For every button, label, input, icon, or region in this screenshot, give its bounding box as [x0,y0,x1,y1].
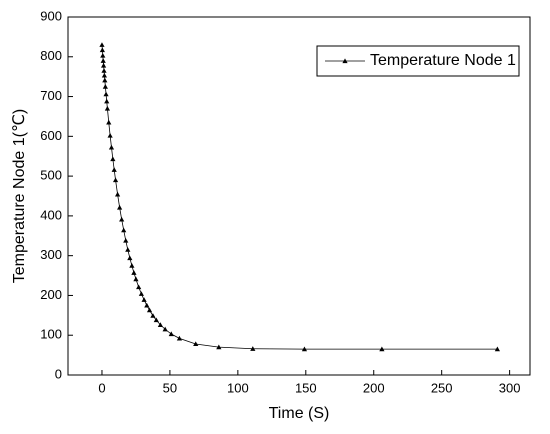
y-tick-label: 900 [40,8,62,23]
data-marker [117,204,123,210]
y-tick-label: 0 [55,366,62,381]
data-marker [112,177,119,183]
data-marker [101,62,107,68]
data-marker [494,346,500,352]
data-marker [100,52,106,58]
y-tick-label: 500 [40,168,62,183]
x-tick-label: 250 [431,380,453,395]
x-tick-label: 150 [295,380,317,395]
data-marker [153,317,159,323]
x-tick-label: 200 [363,380,385,395]
data-marker [301,346,308,352]
y-tick-label: 300 [40,247,62,262]
data-marker [146,307,153,313]
data-marker [119,216,125,222]
data-marker [107,132,113,138]
x-tick-label: 100 [227,380,249,395]
data-marker [168,331,174,337]
legend-marker [342,58,348,64]
y-axis-label: Temperature Node 1(℃) [11,109,28,283]
data-marker [106,119,112,125]
y-tick-label: 400 [40,207,62,222]
data-marker [138,291,144,296]
data-marker [121,227,127,233]
x-axis-label: Time (S) [269,405,330,422]
data-marker [103,91,109,97]
data-marker [125,247,131,252]
data-marker [101,72,108,78]
data-marker [193,341,199,347]
y-tick-label: 200 [40,287,62,302]
data-marker [150,313,156,318]
data-line [101,44,498,350]
data-marker [176,335,183,341]
x-tick-label: 50 [163,380,177,395]
data-marker [127,255,133,261]
data-marker [157,322,163,327]
y-tick-label: 600 [40,128,62,143]
y-tick-label: 700 [40,88,62,103]
data-marker [104,105,111,111]
data-marker [110,156,116,162]
data-marker [136,284,142,290]
data-marker [133,276,139,282]
data-marker [131,270,137,275]
plot-frame [67,16,531,376]
x-tick-label: 300 [499,380,521,395]
data-marker [108,144,115,150]
data-marker [101,68,107,73]
legend-label: Temperature Node 1 [370,52,516,69]
data-marker [100,58,106,63]
data-marker [102,84,108,89]
y-tick-label: 100 [40,327,62,342]
x-tick-label: 0 [98,380,105,395]
y-tick-label: 800 [40,48,62,63]
data-marker [104,98,110,104]
data-marker [111,167,117,172]
data-marker [99,47,105,53]
data-marker [129,263,135,268]
data-marker [114,191,121,197]
data-marker [99,42,105,47]
data-marker [250,346,256,351]
data-marker [162,326,168,332]
data-marker [216,344,222,350]
data-marker [379,346,385,352]
data-marker [141,297,147,302]
data-marker [123,237,129,243]
data-marker [102,77,108,83]
data-marker [144,302,150,308]
